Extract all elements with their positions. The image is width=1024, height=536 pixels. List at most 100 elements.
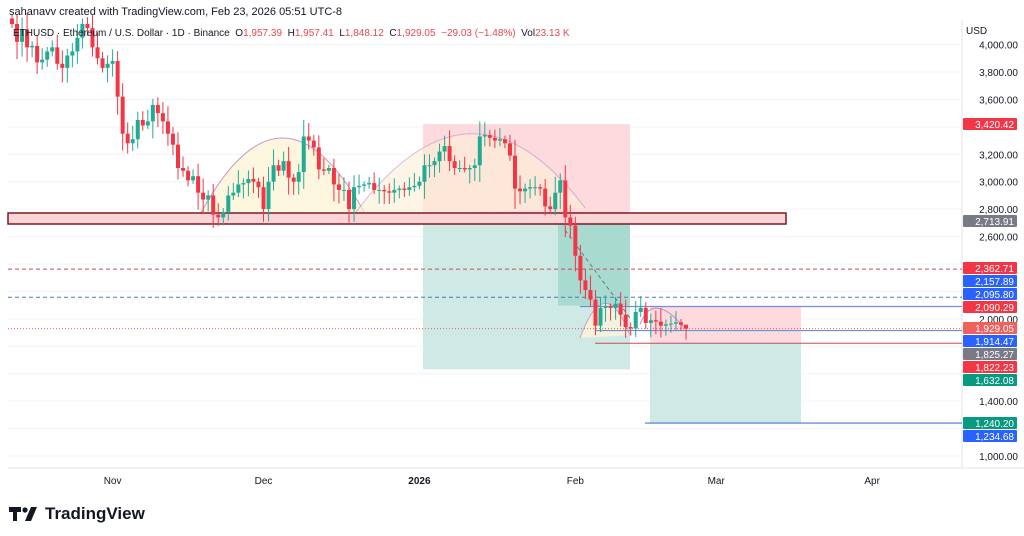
candle-body xyxy=(196,176,201,193)
candle-body xyxy=(507,143,512,156)
low-label: L xyxy=(339,28,345,39)
candle xyxy=(140,111,145,131)
candle xyxy=(482,122,487,147)
candle-body xyxy=(140,119,145,126)
candle xyxy=(165,106,170,146)
candle xyxy=(417,176,422,190)
candle xyxy=(638,296,643,317)
candle xyxy=(236,170,241,198)
candle xyxy=(663,319,668,336)
candle-body xyxy=(628,327,633,329)
symbol-name[interactable]: ETHUSD · Ethereum / U.S. Dollar · 1D · B… xyxy=(13,28,230,39)
time-tick-label: Nov xyxy=(104,476,122,487)
candle-body xyxy=(10,18,14,25)
price-label: 1,914.47 xyxy=(975,337,1014,348)
candle xyxy=(538,184,543,196)
candle-body xyxy=(663,324,668,326)
candle-body xyxy=(457,167,462,169)
candle-body xyxy=(452,161,457,168)
candle xyxy=(397,185,402,199)
stop-loss-zone-2 xyxy=(650,306,801,344)
candle-body xyxy=(593,299,598,326)
open-value: 1,957.39 xyxy=(243,28,283,39)
candle-body xyxy=(497,139,502,141)
candle xyxy=(160,102,165,134)
candle xyxy=(462,156,467,173)
candle xyxy=(668,315,673,333)
candle xyxy=(568,204,573,239)
candle-body xyxy=(321,169,326,171)
candle-body xyxy=(85,24,90,29)
candle xyxy=(281,151,286,176)
candle-body xyxy=(377,189,382,191)
candle xyxy=(201,178,206,214)
candle-body xyxy=(548,206,553,210)
candle xyxy=(613,296,618,320)
candle-body xyxy=(372,183,377,190)
time-tick-label: Mar xyxy=(708,476,726,487)
candle-body xyxy=(40,59,45,63)
candle-body xyxy=(201,192,206,200)
candle-body xyxy=(462,167,467,170)
candle-body xyxy=(75,37,80,52)
currency-label[interactable]: USD xyxy=(966,26,988,37)
candle-body xyxy=(271,165,276,182)
candle xyxy=(40,48,45,70)
tradingview-brand: TradingView xyxy=(45,504,145,523)
candle-body xyxy=(311,140,316,148)
candle-body xyxy=(276,165,281,171)
candle-body xyxy=(170,133,175,145)
candle-body xyxy=(186,170,191,181)
candle-body xyxy=(261,187,266,210)
candle-body xyxy=(658,321,663,326)
candle xyxy=(45,47,50,67)
candle xyxy=(528,179,533,199)
resistance-zone xyxy=(7,212,787,225)
candle xyxy=(70,42,75,68)
candle xyxy=(422,154,427,199)
candle xyxy=(392,178,397,203)
candle xyxy=(20,17,25,57)
candle-body xyxy=(70,51,75,56)
candle-body xyxy=(301,136,306,173)
candle-body xyxy=(45,51,50,60)
candle xyxy=(387,183,392,204)
candle xyxy=(357,174,362,195)
candle-body xyxy=(296,172,301,182)
candle-body xyxy=(357,185,362,188)
price-tick-label: 2,600.00 xyxy=(979,233,1018,244)
candle xyxy=(256,177,261,198)
candle xyxy=(30,41,35,58)
candle-body xyxy=(382,189,387,192)
candle-body xyxy=(528,187,533,189)
candle xyxy=(367,176,372,189)
candle-body xyxy=(160,113,165,122)
small-arc-2 xyxy=(639,307,686,329)
price-label-bg xyxy=(963,288,1017,300)
price-label: 3,420.42 xyxy=(975,120,1014,131)
author-credit: sahanavv created with TradingView.com, F… xyxy=(9,6,343,18)
price-tick-label: 3,800.00 xyxy=(979,68,1018,79)
candle-body xyxy=(281,161,286,171)
candle xyxy=(407,177,412,196)
candle-body xyxy=(553,192,558,210)
candle-body xyxy=(397,188,402,190)
candle-body xyxy=(251,178,256,182)
price-tick-label: 1,400.00 xyxy=(979,397,1018,408)
candle-body xyxy=(568,217,573,226)
candle-body xyxy=(432,161,437,166)
candle-body xyxy=(90,28,95,48)
candle xyxy=(653,310,658,335)
candle-body xyxy=(502,139,507,144)
candle-body xyxy=(150,104,155,122)
price-label: 1,822.23 xyxy=(975,363,1014,374)
candle xyxy=(120,83,125,151)
candle xyxy=(55,34,60,70)
low-value: 1,848.12 xyxy=(344,28,384,39)
candle-body xyxy=(80,24,85,38)
candle xyxy=(362,181,367,192)
candle xyxy=(684,324,689,340)
price-tick-label: 3,600.00 xyxy=(979,95,1018,106)
price-label: 2,095.80 xyxy=(975,290,1014,301)
